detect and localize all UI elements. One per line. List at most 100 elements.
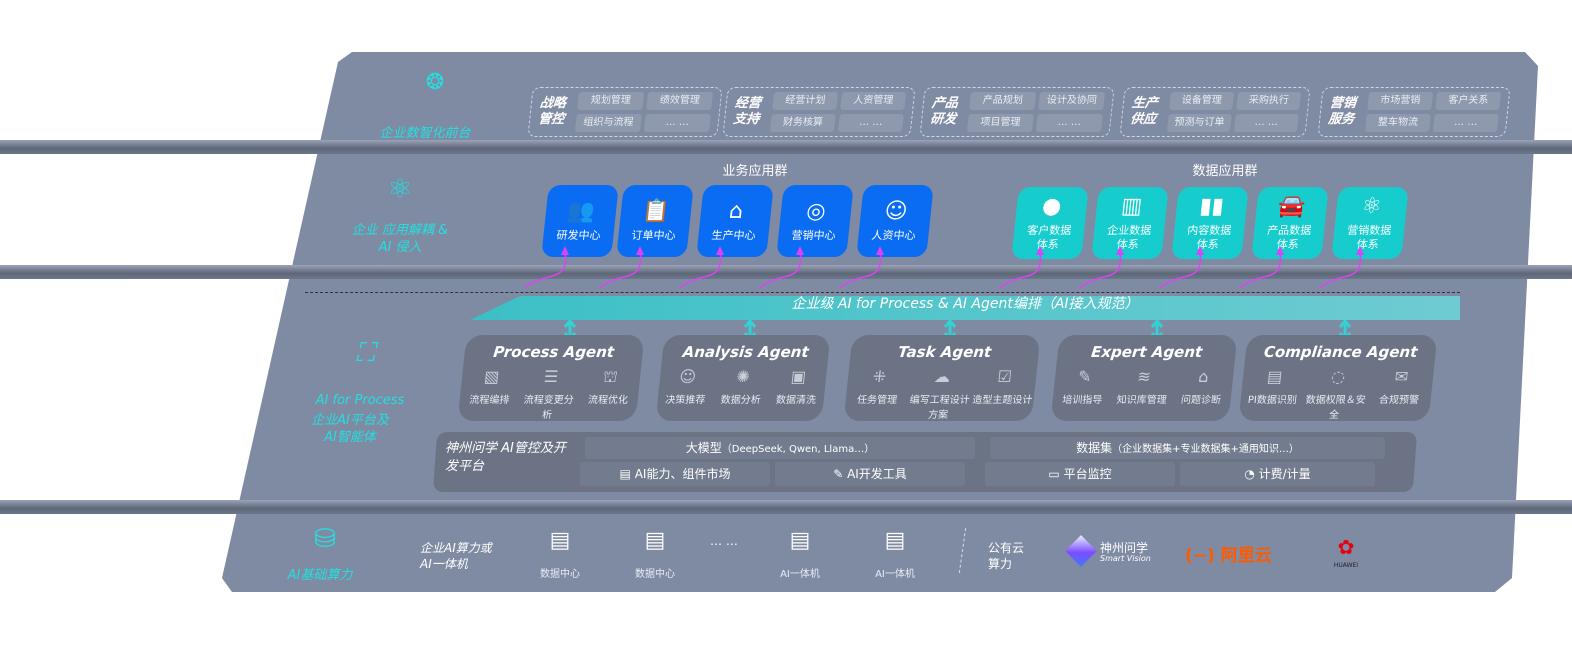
capability-label: 流程编排 <box>468 395 510 406</box>
agent-capability[interactable]: ▧ 流程编排 <box>458 367 522 421</box>
connector-arrow <box>999 249 1042 289</box>
agent-capability[interactable]: ✉ 合规预警 <box>1365 367 1433 421</box>
data-apps-title: 数据应用群 <box>1192 164 1258 179</box>
ai-dev-tools[interactable]: ✎ AI开发工具 <box>775 462 965 486</box>
capability-label: 决策推荐 <box>664 395 706 406</box>
smartvision-en: Smart Vision <box>1100 554 1151 563</box>
tool-label: 计费/计量 <box>1258 467 1311 481</box>
platform-title: 神州问学 AI管控及开发平台 <box>445 441 566 474</box>
layer-divider <box>0 500 1572 514</box>
arrow-head <box>1276 246 1284 255</box>
infra-label: AI基础算力 <box>287 568 353 583</box>
agent-capability[interactable]: ⁜ 任务管理 <box>844 367 912 421</box>
arrow-head <box>1116 246 1124 255</box>
molecule-icon: ⚛ <box>387 172 413 205</box>
connector-arrow <box>599 249 642 289</box>
agent-capability[interactable]: ☺ 决策推荐 <box>657 367 716 406</box>
arrow-head <box>716 246 724 255</box>
capability-icon: ☰ <box>542 367 560 386</box>
banner-text: 企业级 AI for Process & AI Agent编排（AI接入规范） <box>791 296 1139 312</box>
agent-capability[interactable]: ▤ PI数据识别 <box>1239 367 1307 421</box>
enterprise-compute: 企业AI算力或AI一体机 <box>420 541 492 571</box>
capability-label: 问题诊断 <box>1180 395 1222 406</box>
agent-title: Compliance Agent <box>1263 343 1419 361</box>
agent-capability[interactable]: ✺ 数据分析 <box>713 367 772 406</box>
capability-icon: ⌂ <box>1197 367 1210 386</box>
public-cloud: 公有云算力 <box>988 541 1025 571</box>
dataset-bar: 数据集（企业数据集+专业数据集+通用知识…） <box>990 437 1385 459</box>
platform-monitor[interactable]: ▭ 平台监控 <box>985 462 1175 486</box>
connector-arrow <box>524 249 567 289</box>
agent-card[interactable]: Analysis Agent ☺ 决策推荐 ✺ 数据分析 ▣ 数据清洗 <box>655 335 831 421</box>
agent-card[interactable]: Expert Agent ✎ 培训指导 ≋ 知识库管理 ⌂ 问题诊断 <box>1050 335 1238 421</box>
agent-capability[interactable]: ⛫ 流程优化 <box>576 367 640 421</box>
server-label: AI一体机 <box>875 569 915 580</box>
agent-title: Expert Agent <box>1090 343 1204 361</box>
arrow-head <box>636 246 644 255</box>
capability-icon: ☺ <box>678 367 698 386</box>
arrow-head <box>796 246 804 255</box>
agent-title: Process Agent <box>492 343 616 361</box>
capability-icon: ✎ <box>1077 367 1093 386</box>
agent-capability[interactable]: ◌ 数据权限＆安全 <box>1302 367 1370 421</box>
connector-arrow <box>839 249 882 289</box>
orchestration-banner <box>470 296 1460 320</box>
connector-arrow <box>1319 249 1362 289</box>
arrow-head <box>1196 246 1204 255</box>
connector-arrow <box>1079 249 1122 289</box>
billing-metering[interactable]: ◔ 计费/计量 <box>1180 462 1375 486</box>
agent-capability[interactable]: ✎ 培训指导 <box>1052 367 1115 406</box>
layer-divider <box>0 265 1572 279</box>
agent-capability[interactable]: ≋ 知识库管理 <box>1112 367 1175 406</box>
connector-arrow <box>679 249 722 289</box>
agent-capability[interactable]: ⌂ 问题诊断 <box>1171 367 1234 406</box>
agent-title: Task Agent <box>897 343 993 361</box>
connector-arrow <box>759 249 802 289</box>
agent-capability[interactable]: ☑ 造型主题设计 <box>969 367 1037 421</box>
server-icon: ▤ <box>644 528 666 553</box>
ai-label-en: AI for Process <box>315 393 405 408</box>
capability-label: 知识库管理 <box>1116 395 1168 406</box>
capability-label: 数据权限＆安全 <box>1305 395 1367 421</box>
agent-card[interactable]: Task Agent ⁜ 任务管理 ☁ 编写工程设计方案 ☑ 造型主题设计 <box>843 335 1041 421</box>
connector-arrow <box>1239 249 1282 289</box>
aliyun-logo: (−) 阿里云 <box>1185 546 1272 566</box>
arrow-head <box>1356 246 1364 255</box>
capability-label: 数据分析 <box>720 395 762 406</box>
huawei-name: HUAWEI <box>1333 562 1359 569</box>
capability-label: 编写工程设计方案 <box>909 395 971 421</box>
capability-icon: ⁜ <box>871 367 888 386</box>
tool-label: 平台监控 <box>1063 467 1112 481</box>
business-apps-title: 业务应用群 <box>722 164 788 179</box>
agent-title: Analysis Agent <box>681 343 810 361</box>
capability-icon: ✉ <box>1393 367 1410 386</box>
layer-divider <box>0 140 1572 154</box>
capability-icon: ▣ <box>789 367 808 386</box>
arrow-head <box>561 246 569 255</box>
capability-icon: ⛫ <box>602 367 619 386</box>
server-label: 数据中心 <box>540 569 580 580</box>
component-market[interactable]: ▤ AI能力、组件市场 <box>580 462 770 486</box>
dataset-label: 数据集 <box>1076 441 1113 455</box>
capability-icon: ▤ <box>1266 367 1284 386</box>
capability-label: 任务管理 <box>856 395 898 406</box>
agent-capability[interactable]: ☰ 流程变更分析 <box>517 367 581 421</box>
dev-tools-icon: ✎ <box>833 467 848 481</box>
server-label: AI一体机 <box>780 569 820 580</box>
ai-label-cn: 企业AI平台及AI智能体 <box>311 413 389 445</box>
capability-label: 流程变更分析 <box>523 395 575 421</box>
agent-card[interactable]: Process Agent ▧ 流程编排 ☰ 流程变更分析 ⛫ 流程优化 <box>457 335 645 421</box>
agent-card[interactable]: Compliance Agent ▤ PI数据识别 ◌ 数据权限＆安全 ✉ 合规预警 <box>1238 335 1438 421</box>
server-icon: ▤ <box>549 528 571 553</box>
capability-label: 合规预警 <box>1378 395 1420 406</box>
agent-capability[interactable]: ▣ 数据清洗 <box>768 367 827 406</box>
dashed-separator <box>305 292 1460 293</box>
tool-label: AI开发工具 <box>847 467 907 481</box>
brain-icon: ❂ <box>425 70 445 95</box>
aliyun-name: 阿里云 <box>1220 546 1272 566</box>
monitor-icon: ▭ <box>1048 467 1064 481</box>
face-scan-icon: ⛶ <box>355 338 375 368</box>
agent-capability[interactable]: ☁ 编写工程设计方案 <box>906 367 974 421</box>
server-icon: ▤ <box>789 528 811 553</box>
smartvision-name: 神州问学 <box>1100 541 1149 555</box>
